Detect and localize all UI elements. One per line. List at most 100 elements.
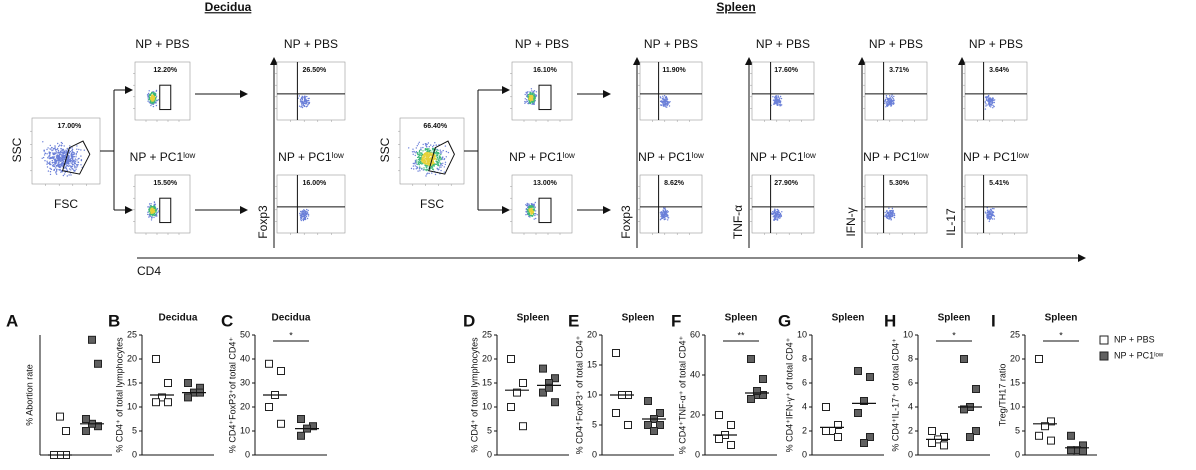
- event-dot: [423, 162, 425, 165]
- gate: [61, 140, 91, 175]
- event-dot: [424, 149, 426, 151]
- event-dot: [987, 97, 989, 99]
- event-dot: [426, 169, 428, 172]
- event-dot: [62, 152, 64, 154]
- y-tick-label: 50: [240, 329, 250, 339]
- event-dot: [151, 210, 154, 212]
- event-dot: [155, 101, 157, 103]
- event-dot: [297, 97, 299, 99]
- event-dot: [432, 164, 435, 166]
- event-dot: [69, 145, 71, 147]
- event-dot: [893, 213, 895, 215]
- event-dot: [774, 97, 776, 99]
- event-dot: [531, 205, 533, 207]
- data-point: [928, 427, 936, 435]
- event-dot: [987, 213, 989, 215]
- event-dot: [777, 210, 780, 212]
- event-dot: [73, 162, 75, 164]
- event-dot: [436, 168, 439, 170]
- event-dot: [992, 213, 994, 216]
- event-dot: [990, 217, 992, 220]
- event-dot: [423, 167, 425, 169]
- event-dot: [46, 166, 49, 168]
- event-dot: [426, 154, 429, 156]
- event-dot: [985, 212, 987, 214]
- event-dot: [888, 212, 890, 215]
- data-point: [727, 441, 735, 449]
- gate-percent: 17.00%: [58, 123, 83, 130]
- event-dot: [154, 93, 156, 95]
- data-point: [960, 355, 968, 363]
- event-dot: [65, 166, 67, 168]
- data-point: [866, 433, 874, 441]
- y-axis-label: % CD4⁺FoxP3⁺of total CD4⁺: [227, 337, 237, 454]
- event-dot: [57, 142, 59, 145]
- event-dot: [153, 94, 156, 97]
- event-dot: [444, 163, 446, 166]
- event-dot: [149, 94, 152, 96]
- event-dot: [424, 164, 426, 166]
- event-dot: [528, 203, 530, 205]
- data-point: [551, 398, 559, 407]
- chart-title: Spleen: [1045, 313, 1078, 324]
- event-dot: [420, 156, 422, 159]
- y-axis-label: % CD4⁺IL-17⁺ of total CD4⁺: [890, 338, 900, 452]
- event-dot: [536, 214, 538, 216]
- data-point: [759, 375, 767, 383]
- event-dot: [433, 165, 435, 167]
- y-tick-label: 0: [695, 449, 700, 459]
- event-dot: [413, 168, 415, 170]
- event-dot: [776, 211, 778, 213]
- event-dot: [993, 218, 995, 220]
- flow-plot: 16.00%: [275, 174, 346, 235]
- event-dot: [531, 90, 533, 92]
- event-dot: [892, 98, 895, 100]
- event-dot: [524, 93, 526, 96]
- plot-frame: [276, 61, 346, 121]
- event-dot: [80, 155, 82, 157]
- y-tick-label: 2: [802, 425, 807, 435]
- event-dot: [773, 209, 776, 212]
- event-dot: [63, 149, 65, 151]
- decidua-header: Decidua: [205, 0, 252, 14]
- event-dot: [662, 213, 665, 215]
- event-dot: [62, 153, 65, 155]
- event-dot: [993, 208, 995, 210]
- event-dot: [775, 215, 777, 218]
- event-dot: [421, 158, 423, 160]
- event-dot: [990, 103, 992, 106]
- event-dot: [428, 146, 430, 148]
- event-dot: [777, 213, 779, 215]
- ssc-label: SSC: [378, 137, 392, 162]
- event-dot: [149, 207, 151, 209]
- event-dot: [73, 156, 76, 158]
- event-dot: [534, 206, 536, 208]
- event-dot: [425, 175, 427, 177]
- event-dot: [55, 172, 57, 174]
- event-dot: [530, 213, 532, 215]
- event-dot: [530, 211, 533, 214]
- event-dot: [425, 163, 428, 165]
- event-dot: [414, 162, 416, 164]
- event-dot: [429, 160, 432, 162]
- event-dot: [667, 217, 669, 219]
- event-dot: [302, 103, 305, 106]
- event-dot: [148, 216, 150, 218]
- event-dot: [441, 158, 443, 160]
- event-dot: [57, 151, 60, 153]
- data-point: [519, 379, 527, 387]
- event-dot: [151, 216, 153, 218]
- event-dot: [148, 101, 150, 104]
- event-dot: [662, 95, 664, 98]
- panel-letter: A: [6, 311, 18, 330]
- event-dot: [986, 104, 988, 106]
- event-dot: [524, 100, 526, 103]
- data-point: [834, 433, 842, 441]
- event-dot: [525, 210, 527, 213]
- event-dot: [526, 202, 528, 205]
- significance: *: [1059, 330, 1063, 340]
- event-dot: [155, 210, 158, 212]
- event-dot: [526, 100, 529, 103]
- event-dot: [427, 163, 429, 165]
- gate-percent: 17.60%: [774, 67, 799, 74]
